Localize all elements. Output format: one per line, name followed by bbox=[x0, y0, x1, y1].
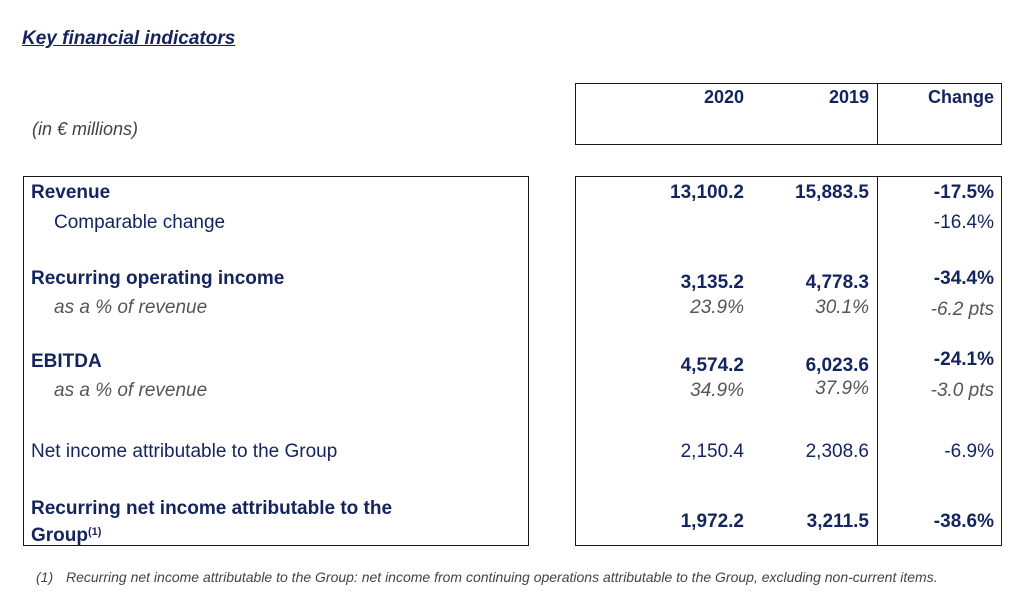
roi-2020: 3,135.2 bbox=[680, 272, 744, 293]
header-divider bbox=[877, 83, 878, 145]
footnote-mark: (1) bbox=[36, 569, 54, 585]
recurring-net-income-group-word: Group bbox=[31, 525, 88, 546]
roi-margin-2020: 23.9% bbox=[690, 297, 744, 318]
ebitda-2020: 4,574.2 bbox=[680, 355, 744, 376]
row-label-ebitda: EBITDA bbox=[31, 351, 102, 372]
column-header-change: Change bbox=[927, 87, 994, 107]
roi-change: -34.4% bbox=[933, 268, 994, 289]
footnote-reference: (1) bbox=[88, 526, 102, 538]
footnote-text: Recurring net income attributable to the… bbox=[66, 569, 938, 585]
comparable-change-value: -16.4% bbox=[933, 212, 994, 233]
roi-margin-change: -6.2 pts bbox=[930, 299, 994, 320]
row-label-recurring-operating-income: Recurring operating income bbox=[31, 268, 285, 289]
row-label-comparable-change: Comparable change bbox=[54, 212, 226, 233]
net-income-2019: 2,308.6 bbox=[805, 441, 869, 462]
roi-margin-2019: 30.1% bbox=[815, 297, 869, 318]
row-label-recurring-net-income-line2: Group(1) bbox=[31, 521, 101, 547]
labels-box bbox=[23, 176, 529, 546]
ebitda-margin-2019: 37.9% bbox=[815, 378, 869, 399]
ebitda-margin-change: -3.0 pts bbox=[930, 380, 994, 401]
revenue-2019: 15,883.5 bbox=[795, 182, 869, 203]
recurring-net-income-2020: 1,972.2 bbox=[680, 511, 744, 532]
net-income-change: -6.9% bbox=[944, 441, 994, 462]
ebitda-2019: 6,023.6 bbox=[805, 355, 869, 376]
values-divider bbox=[877, 176, 878, 546]
recurring-net-income-change: -38.6% bbox=[933, 511, 994, 532]
footnote: (1) Recurring net income attributable to… bbox=[36, 569, 1001, 586]
revenue-2020: 13,100.2 bbox=[670, 182, 744, 203]
row-label-net-income: Net income attributable to the Group bbox=[31, 441, 338, 462]
column-header-2020: 2020 bbox=[703, 87, 744, 107]
column-header-box bbox=[575, 83, 1002, 145]
revenue-change: -17.5% bbox=[933, 182, 994, 203]
row-label-recurring-net-income-line1: Recurring net income attributable to the bbox=[31, 498, 393, 519]
values-box bbox=[575, 176, 1002, 546]
column-header-2019: 2019 bbox=[828, 87, 869, 107]
net-income-2020: 2,150.4 bbox=[680, 441, 744, 462]
row-label-roi-margin: as a % of revenue bbox=[54, 297, 208, 318]
ebitda-change: -24.1% bbox=[933, 349, 994, 370]
section-heading: Key financial indicators bbox=[22, 28, 236, 49]
roi-2019: 4,778.3 bbox=[805, 272, 869, 293]
ebitda-margin-2020: 34.9% bbox=[690, 380, 744, 401]
row-label-ebitda-margin: as a % of revenue bbox=[54, 380, 208, 401]
recurring-net-income-2019: 3,211.5 bbox=[806, 511, 869, 532]
unit-note: (in € millions) bbox=[32, 119, 139, 139]
row-label-revenue: Revenue bbox=[31, 182, 111, 203]
